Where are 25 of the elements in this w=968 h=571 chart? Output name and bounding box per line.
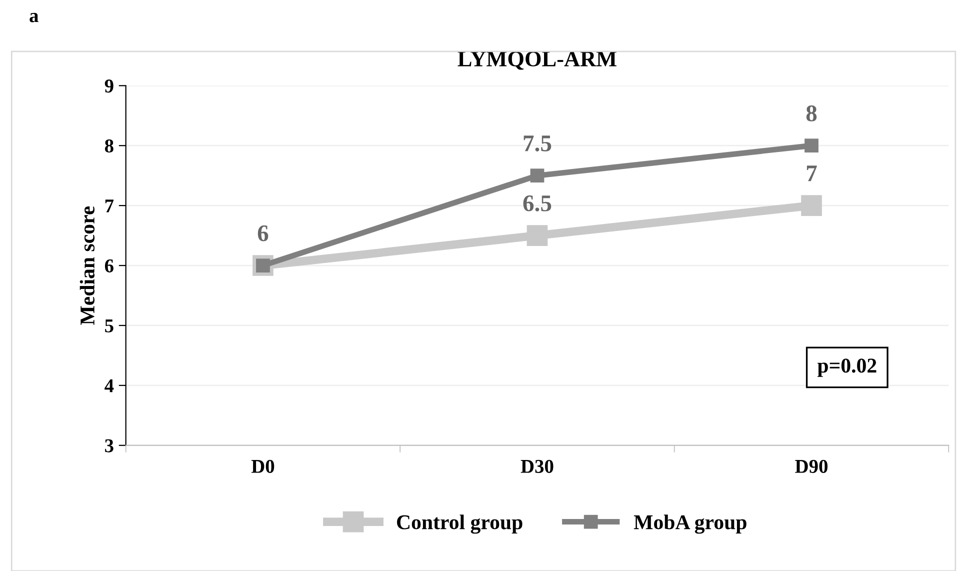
point	[804, 138, 818, 153]
x-tick-label: D90	[795, 460, 828, 473]
y-tick-label: 8	[104, 139, 114, 153]
legend-label: Control group	[397, 514, 522, 534]
y-tick-label: 9	[104, 80, 114, 93]
x-tick-label: D0	[251, 460, 274, 473]
data-label: 8	[806, 105, 817, 122]
data-label: 7.5	[524, 136, 552, 152]
y-tick-label: 4	[104, 379, 114, 392]
chart-title: LYMQOL-ARM	[458, 51, 616, 70]
annotation: p=0.02	[817, 358, 876, 377]
text: a	[30, 12, 38, 22]
y-tick-label: 5	[105, 319, 114, 332]
data-label: 6	[258, 225, 268, 242]
y-tick-label: 3	[105, 439, 114, 452]
y-tick-label: 7	[105, 200, 114, 212]
point	[530, 168, 544, 183]
x-tick-label: D30	[520, 460, 554, 473]
point	[801, 195, 822, 216]
point	[526, 225, 548, 246]
legend-label: MobA group	[634, 514, 746, 534]
data-label: 7	[806, 166, 817, 182]
y-axis-title: Median score	[80, 206, 95, 325]
data-label: 6.5	[523, 195, 552, 212]
y-tick-label: 6	[104, 259, 114, 272]
